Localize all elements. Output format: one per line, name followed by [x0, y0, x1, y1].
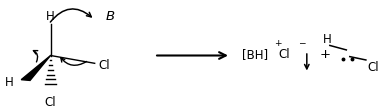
- Text: H: H: [322, 33, 331, 46]
- Text: Cl: Cl: [367, 61, 378, 73]
- Text: −: −: [298, 38, 305, 47]
- Text: Cl: Cl: [45, 95, 56, 108]
- Text: Cl: Cl: [99, 58, 110, 71]
- Text: Cl: Cl: [279, 47, 290, 60]
- Text: [BH]: [BH]: [243, 47, 268, 60]
- Text: +: +: [274, 38, 281, 47]
- Text: H: H: [46, 10, 55, 23]
- Text: +: +: [319, 47, 330, 60]
- Text: H: H: [5, 75, 13, 88]
- Text: B: B: [105, 10, 115, 23]
- Polygon shape: [21, 56, 50, 81]
